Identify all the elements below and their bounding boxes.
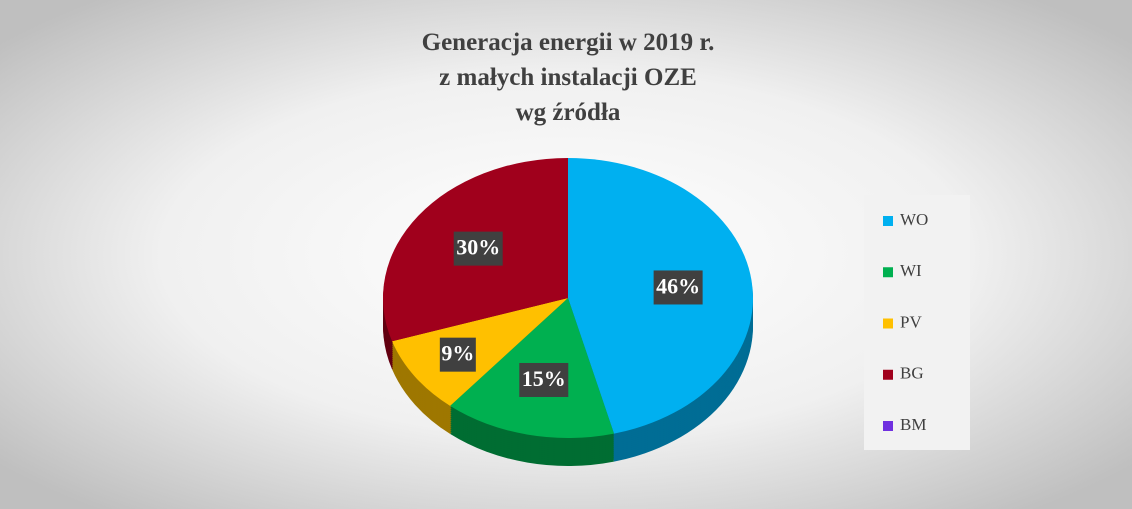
chart-title: wg źródła: [516, 99, 621, 126]
legend-label: WO: [900, 210, 928, 229]
chart-title: Generacja energii w 2019 r.: [422, 29, 715, 56]
legend-swatch: [883, 421, 893, 431]
legend: [864, 195, 970, 450]
legend-swatch: [883, 318, 893, 329]
data-label-box: [453, 231, 503, 266]
data-label-box: [653, 270, 703, 305]
data-label-box: [439, 337, 476, 372]
legend-label: BG: [900, 364, 924, 383]
legend-swatch: [883, 267, 893, 278]
data-label: 46%: [656, 274, 700, 299]
data-label-box: [519, 362, 569, 397]
legend-label: BM: [900, 415, 926, 434]
legend-label: WI: [900, 261, 922, 280]
legend-label: PV: [900, 312, 922, 331]
data-label: 15%: [522, 366, 566, 391]
data-label: 9%: [441, 341, 474, 366]
data-label: 30%: [456, 235, 500, 260]
legend-swatch: [883, 369, 893, 380]
pie-slice: [392, 298, 568, 406]
legend-swatch: [883, 216, 893, 226]
chart-title: z małych instalacji OZE: [439, 64, 697, 91]
